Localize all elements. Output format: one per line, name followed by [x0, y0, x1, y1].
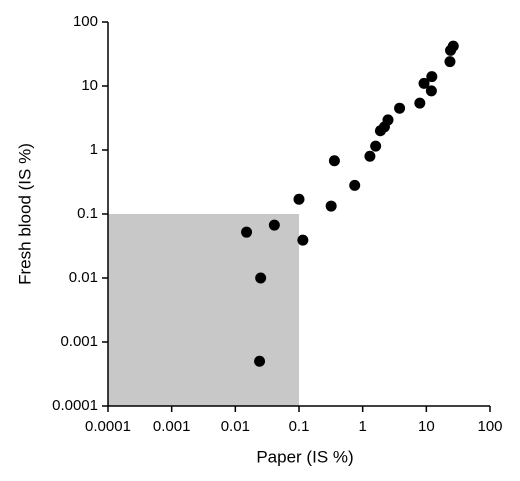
x-tick-label: 0.01: [221, 418, 250, 435]
x-tick-label: 0.0001: [85, 418, 131, 435]
y-tick-label: 0.1: [77, 205, 98, 222]
x-tick-label: 0.001: [153, 418, 191, 435]
point: [297, 234, 309, 246]
y-tick-label: 10: [81, 77, 98, 94]
point: [364, 150, 376, 162]
point: [349, 179, 361, 191]
x-tick-label: 0.1: [289, 418, 310, 435]
x-tick-label: 1: [358, 418, 366, 435]
point: [268, 219, 280, 231]
point: [255, 272, 267, 284]
point: [414, 97, 426, 109]
point: [328, 155, 340, 167]
point: [447, 40, 459, 52]
point: [370, 140, 382, 152]
x-tick-label: 10: [418, 418, 435, 435]
shaded-region: [108, 214, 299, 406]
y-tick-label: 0.001: [60, 333, 98, 350]
point: [425, 85, 437, 97]
x-axis-title: Paper (IS %): [256, 447, 353, 466]
point: [254, 355, 266, 367]
y-tick-label: 0.0001: [52, 397, 98, 414]
point: [241, 226, 253, 238]
point: [382, 114, 394, 126]
point: [426, 71, 438, 83]
point: [293, 193, 305, 205]
y-tick-label: 1: [90, 141, 98, 158]
point: [418, 77, 430, 89]
y-tick-label: 100: [73, 13, 98, 30]
point: [325, 200, 337, 212]
point: [394, 102, 406, 114]
y-axis-title: Fresh blood (IS %): [15, 143, 34, 285]
x-tick-label: 100: [477, 418, 502, 435]
point: [444, 56, 456, 68]
y-tick-label: 0.01: [69, 269, 98, 286]
